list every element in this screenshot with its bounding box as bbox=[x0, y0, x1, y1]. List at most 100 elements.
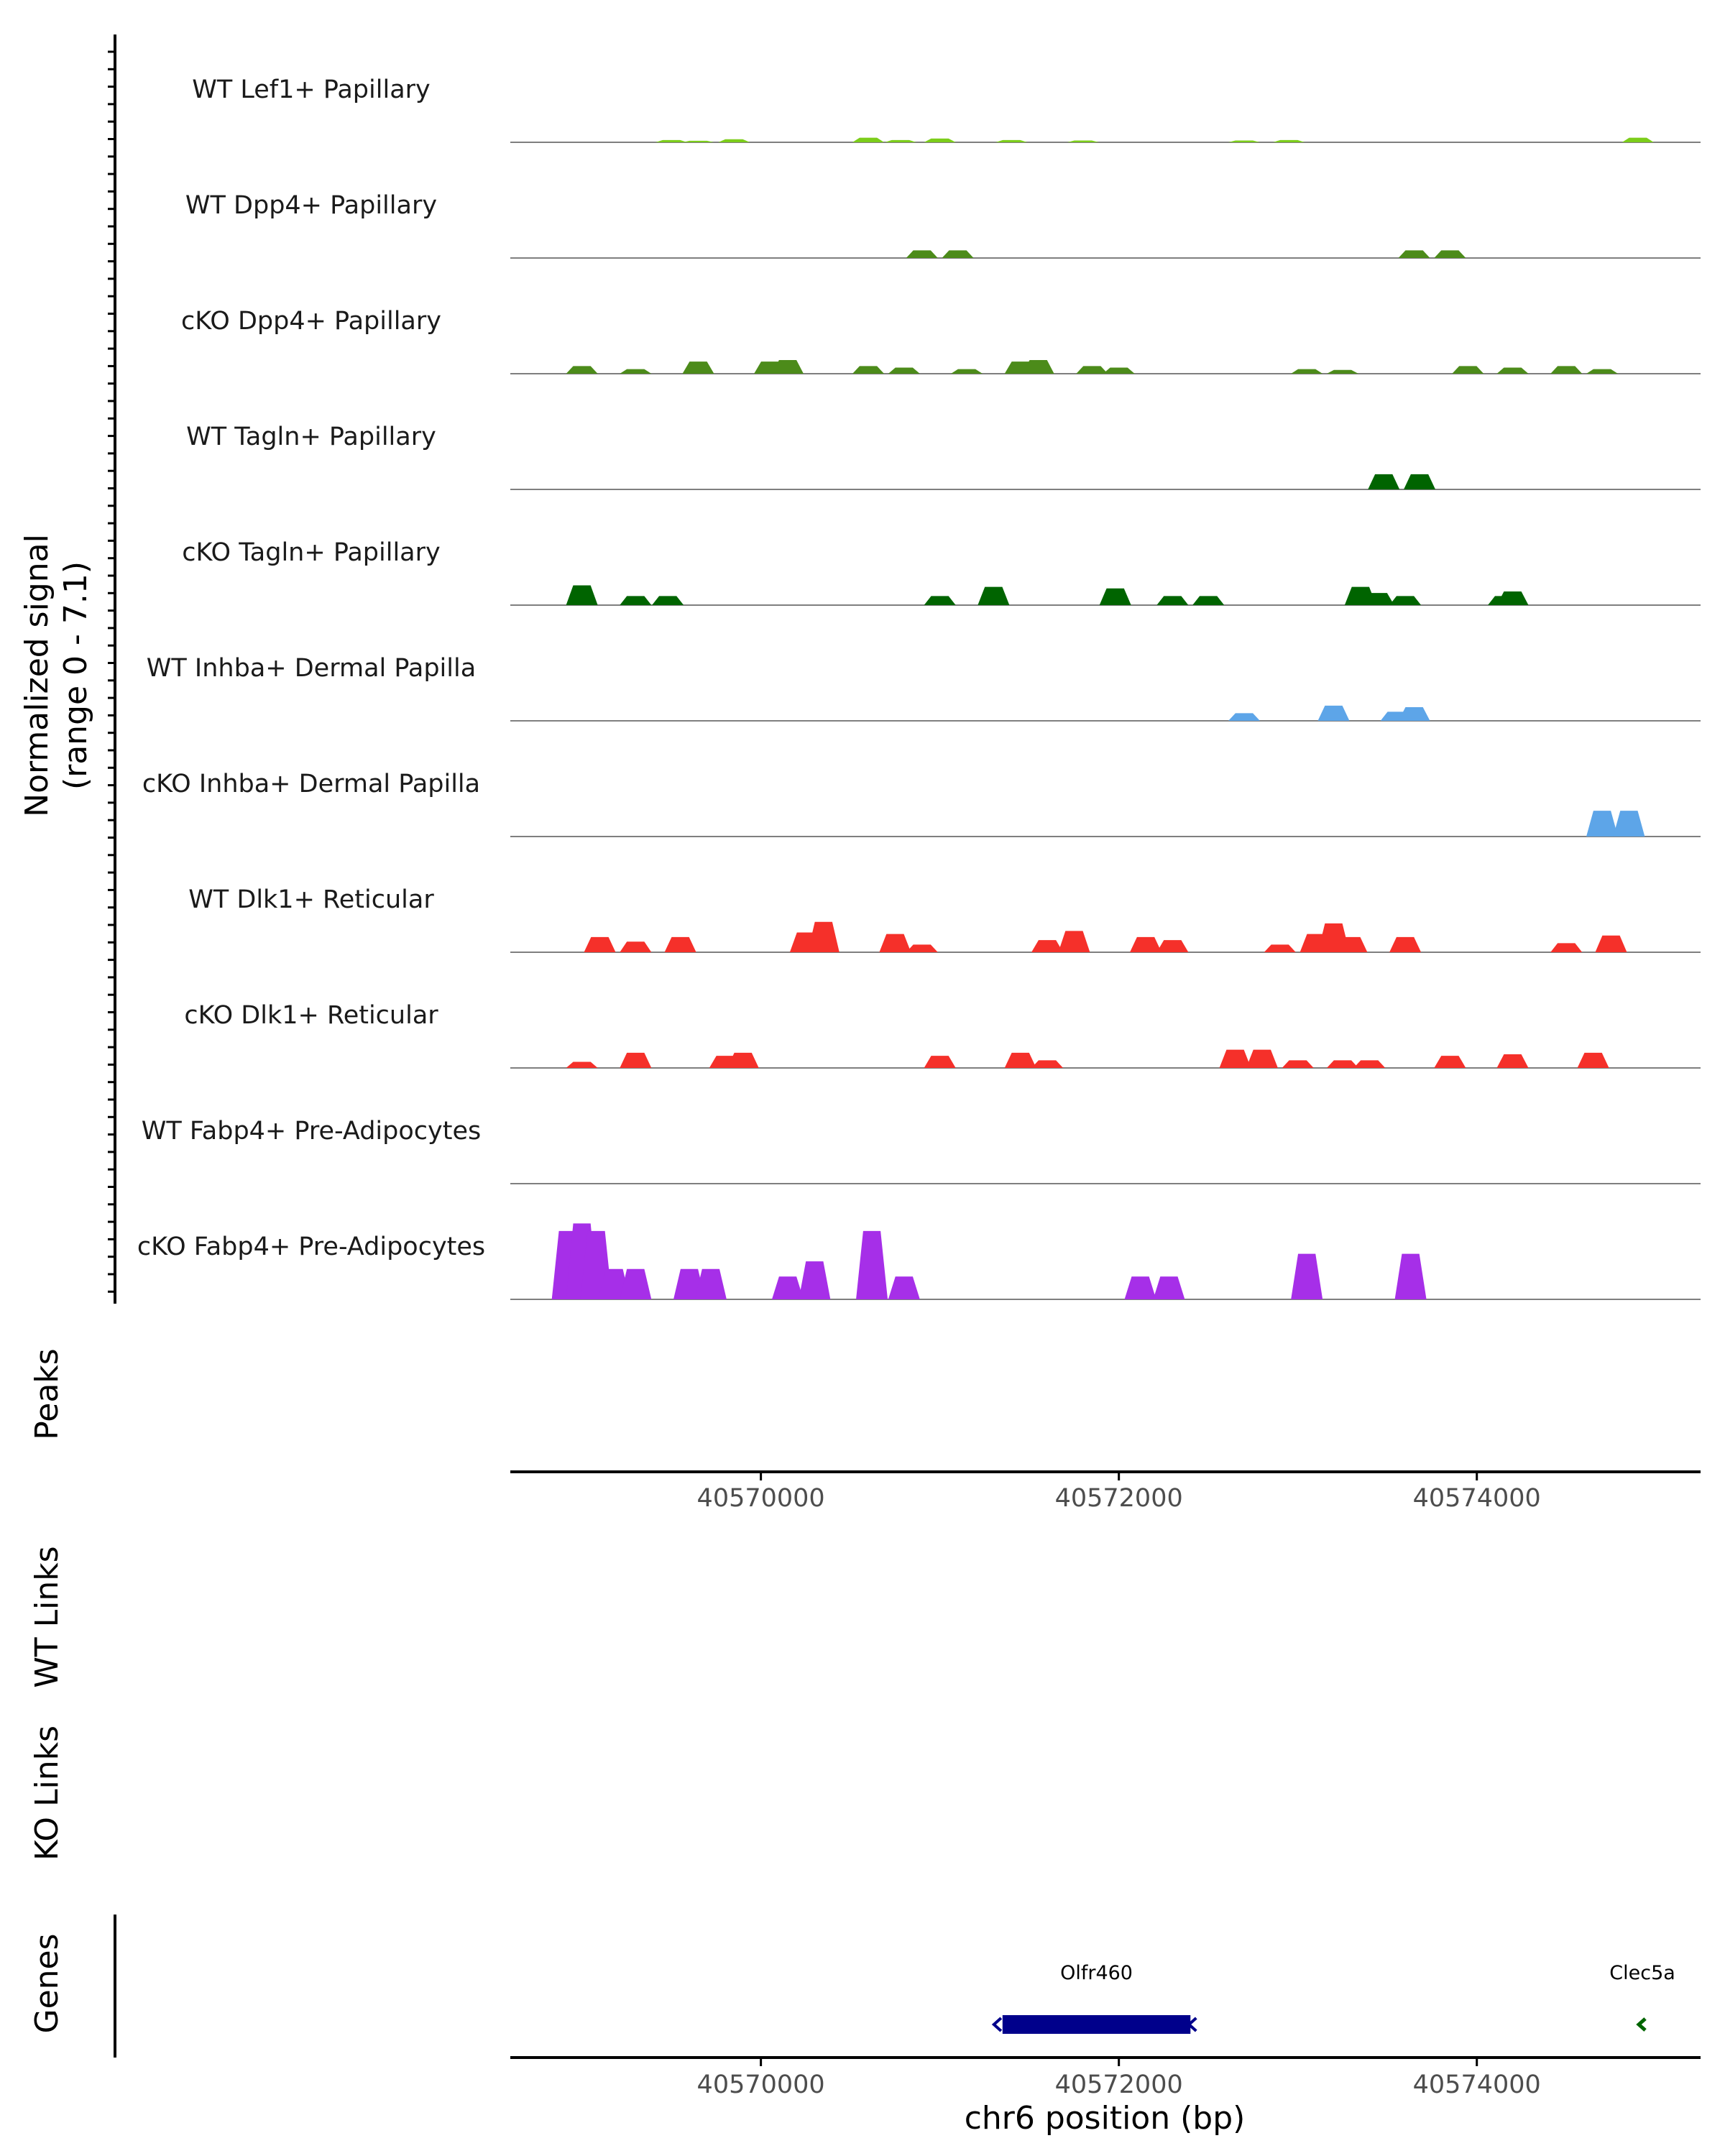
coverage-peak bbox=[1192, 596, 1225, 605]
x-tick-label: 40572000 bbox=[1055, 1484, 1183, 1513]
coverage-peak bbox=[1389, 936, 1422, 952]
coverage-peak bbox=[1031, 940, 1064, 952]
x-axis-upper: 40570000 40572000 40574000 bbox=[510, 1470, 1701, 1513]
coverage-track: cKO Inhba+ Dermal Papilla bbox=[142, 770, 1701, 837]
coverage-peak bbox=[799, 1261, 831, 1299]
coverage-peak bbox=[727, 1052, 759, 1068]
coverage-peak bbox=[888, 1276, 920, 1299]
coverage-peak bbox=[1496, 1054, 1529, 1068]
coverage-peak bbox=[1353, 1060, 1386, 1068]
coverage-track: WT Dlk1+ Reticular bbox=[188, 885, 1701, 953]
coverage-peak bbox=[884, 139, 916, 142]
x-tick-label: 40574000 bbox=[1413, 1484, 1541, 1513]
coverage-peak bbox=[1452, 366, 1484, 374]
coverage-peak bbox=[807, 921, 840, 952]
coverage-peak bbox=[1434, 250, 1466, 258]
coverage-peak bbox=[924, 1056, 956, 1068]
x-tick-label: 40574000 bbox=[1413, 2070, 1541, 2099]
annotation-track-label: KO Links bbox=[29, 1726, 65, 1861]
gene-body bbox=[1002, 2015, 1191, 2034]
coverage-track: cKO Dpp4+ Papillary bbox=[181, 307, 1701, 374]
coverage-peak bbox=[664, 936, 696, 952]
coverage-track: cKO Fabp4+ Pre-Adipocytes bbox=[137, 1223, 1701, 1300]
coverage-peak bbox=[1058, 931, 1090, 952]
coverage-peak bbox=[906, 944, 938, 952]
coverage-peak bbox=[906, 250, 938, 258]
coverage-track: WT Dpp4+ Papillary bbox=[185, 191, 1701, 259]
gene-strand-arrow bbox=[1187, 2017, 1197, 2032]
coverage-peak bbox=[1595, 935, 1627, 952]
annotation-track-label: WT Links bbox=[29, 1546, 65, 1687]
coverage-peak bbox=[566, 366, 598, 374]
coverage-peak bbox=[1577, 1052, 1609, 1068]
coverage-peak bbox=[718, 139, 750, 142]
coverage-track: WT Tagln+ Papillary bbox=[186, 423, 1701, 490]
coverage-peak bbox=[566, 585, 598, 605]
coverage-track: WT Lef1+ Papillary bbox=[192, 75, 1701, 143]
gene-name-label: Olfr460 bbox=[1060, 1962, 1133, 1984]
x-tick-label: 40572000 bbox=[1055, 2070, 1183, 2099]
annotation-tracks: Peaks WT Links KO Links bbox=[29, 1348, 65, 1861]
coverage-y-axis bbox=[108, 34, 116, 1304]
coverage-peak bbox=[1550, 943, 1583, 952]
coverage-peak bbox=[1076, 366, 1108, 374]
coverage-peak bbox=[620, 941, 652, 952]
coverage-peak bbox=[1586, 811, 1619, 837]
coverage-peak bbox=[1153, 1276, 1185, 1299]
x-tick-label: 40570000 bbox=[697, 1484, 825, 1513]
coverage-peak bbox=[1496, 367, 1529, 374]
coverage-peak bbox=[879, 934, 911, 952]
coverage-peak bbox=[924, 596, 956, 605]
genes-track-label: Genes bbox=[29, 1933, 65, 2033]
coverage-peak bbox=[1156, 596, 1189, 605]
coverage-peak bbox=[1291, 369, 1323, 374]
coverage-peak bbox=[1368, 474, 1400, 489]
gene-strand-arrow bbox=[991, 2017, 1003, 2032]
coverage-peak bbox=[1282, 1060, 1314, 1068]
coverage-peak bbox=[1434, 1056, 1466, 1068]
coverage-peak bbox=[652, 596, 684, 605]
coverage-ylabel-line1: Normalized signal bbox=[19, 534, 55, 817]
annotation-track-label: Peaks bbox=[29, 1348, 65, 1439]
coverage-peak bbox=[1022, 359, 1054, 374]
coverage-tracks: WT Lef1+ Papillary WT Dpp4+ Papillary cKO … bbox=[137, 75, 1701, 1300]
coverage-peak bbox=[620, 369, 652, 374]
x-axis-lower: 40570000 40572000 40574000 bbox=[510, 2056, 1701, 2099]
coverage-peak bbox=[1291, 1253, 1323, 1299]
x-tick-label: 40570000 bbox=[697, 2070, 825, 2099]
coverage-peak bbox=[620, 1052, 652, 1068]
coverage-peak bbox=[620, 1268, 652, 1299]
track-label: WT Dpp4+ Papillary bbox=[185, 191, 437, 220]
coverage-peak bbox=[694, 1268, 727, 1299]
track-label: cKO Dlk1+ Reticular bbox=[184, 1001, 438, 1030]
track-label: WT Fabp4+ Pre-Adipocytes bbox=[142, 1117, 481, 1146]
coverage-peak bbox=[1317, 705, 1350, 721]
coverage-peak bbox=[1031, 1060, 1064, 1068]
coverage-peak bbox=[978, 586, 1010, 605]
coverage-peak bbox=[1067, 140, 1099, 142]
coverage-peak bbox=[1124, 1276, 1156, 1299]
coverage-peak bbox=[1219, 1049, 1251, 1068]
track-label: cKO Fabp4+ Pre-Adipocytes bbox=[137, 1233, 485, 1261]
track-label: WT Inhba+ Dermal Papilla bbox=[147, 654, 476, 683]
coverage-peak bbox=[1004, 1052, 1036, 1068]
track-label: cKO Inhba+ Dermal Papilla bbox=[142, 770, 480, 798]
coverage-peak bbox=[856, 1230, 888, 1299]
coverage-peak bbox=[1586, 369, 1619, 374]
coverage-peak bbox=[1622, 137, 1654, 142]
x-axis-label: chr6 position (bp) bbox=[965, 2100, 1246, 2137]
track-label: WT Lef1+ Papillary bbox=[192, 75, 431, 104]
gene-model: Clec5a bbox=[1609, 1962, 1675, 2032]
coverage-track: WT Inhba+ Dermal Papilla bbox=[147, 654, 1701, 722]
coverage-peak bbox=[942, 250, 974, 258]
coverage-peak bbox=[1326, 1060, 1358, 1068]
coverage-peak bbox=[1326, 369, 1358, 374]
coverage-peak bbox=[771, 359, 804, 374]
coverage-peak bbox=[1103, 367, 1135, 374]
coverage-peak bbox=[888, 367, 920, 374]
gene-strand-arrow bbox=[1636, 2017, 1647, 2032]
coverage-peak bbox=[1264, 944, 1296, 952]
coverage-peak bbox=[1404, 474, 1436, 489]
coverage-peak bbox=[1156, 940, 1189, 952]
